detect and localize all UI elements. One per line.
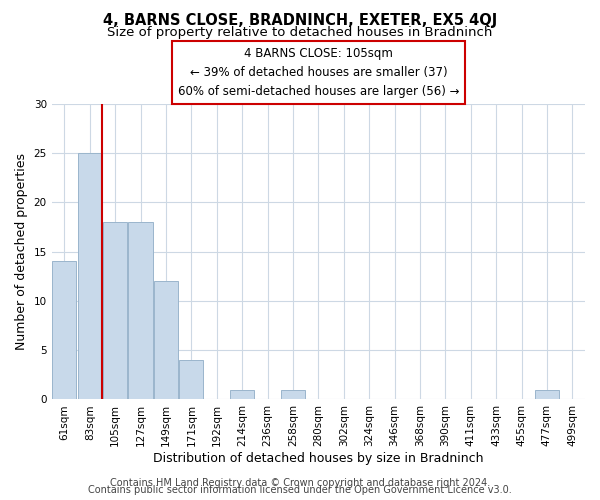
Bar [535,390,559,400]
Bar [179,360,203,400]
Bar [128,222,152,400]
Bar [52,262,76,400]
Y-axis label: Number of detached properties: Number of detached properties [15,153,28,350]
Text: Size of property relative to detached houses in Bradninch: Size of property relative to detached ho… [107,26,493,39]
Text: Contains HM Land Registry data © Crown copyright and database right 2024.: Contains HM Land Registry data © Crown c… [110,478,490,488]
Text: Contains public sector information licensed under the Open Government Licence v3: Contains public sector information licen… [88,485,512,495]
Text: 4 BARNS CLOSE: 105sqm
← 39% of detached houses are smaller (37)
60% of semi-deta: 4 BARNS CLOSE: 105sqm ← 39% of detached … [178,47,459,98]
Bar [230,390,254,400]
Bar [103,222,127,400]
Bar [77,153,102,400]
Text: 4, BARNS CLOSE, BRADNINCH, EXETER, EX5 4QJ: 4, BARNS CLOSE, BRADNINCH, EXETER, EX5 4… [103,12,497,28]
Bar [281,390,305,400]
X-axis label: Distribution of detached houses by size in Bradninch: Distribution of detached houses by size … [153,452,484,465]
Bar [154,281,178,400]
